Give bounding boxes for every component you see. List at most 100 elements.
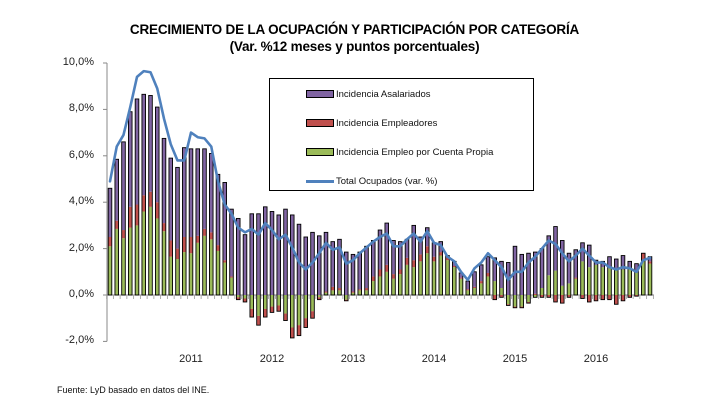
bar-outline: [506, 262, 511, 306]
bar-segment-cuenta-propia: [256, 295, 261, 316]
bar-outline: [519, 253, 525, 309]
bar-segment-asalariados: [236, 218, 241, 295]
bar-outline: [249, 213, 254, 318]
bar-segment-cuenta-propia: [519, 295, 524, 307]
bar-segment-cuenta-propia: [344, 295, 349, 300]
bar-segment-cuenta-propia: [324, 292, 328, 295]
bar-segment-cuenta-propia: [330, 290, 335, 295]
bar-outline: [337, 238, 342, 296]
bar-outline: [593, 259, 599, 302]
bar-segment-cuenta-propia: [506, 295, 511, 305]
bar-outline: [350, 253, 356, 296]
bar-segment-cuenta-propia: [135, 225, 139, 295]
bar-segment-asalariados: [256, 213, 261, 295]
bar-segment-empleadores: [600, 295, 605, 300]
bar-segment-empleadores: [263, 308, 268, 318]
bar-outline: [573, 249, 579, 296]
bar-segment-cuenta-propia: [587, 267, 592, 295]
source-note: Fuente: LyD basado en datos del INE.: [57, 385, 210, 395]
y-tick-label: 4,0%: [68, 195, 94, 208]
bar-segment-cuenta-propia: [270, 295, 274, 307]
bar-segment-asalariados: [182, 147, 187, 237]
bar-segment-empleadores: [283, 313, 288, 321]
bar-segment-empleadores: [175, 248, 180, 260]
bar-segment-empleadores: [506, 304, 511, 306]
bar-outline: [411, 224, 417, 296]
bar-outline: [620, 255, 626, 302]
bar-segment-asalariados: [418, 237, 423, 255]
bar-outline: [418, 236, 423, 296]
bar-outline: [492, 257, 498, 301]
bar-segment-empleadores: [634, 295, 639, 297]
bar-segment-asalariados: [621, 255, 625, 270]
bar-outline: [276, 214, 282, 312]
bar-segment-empleadores: [438, 252, 443, 256]
bar-segment-empleadores: [641, 253, 646, 261]
bar-outline: [479, 264, 484, 296]
bar-segment-asalariados: [148, 95, 153, 192]
bar-outline: [499, 260, 504, 298]
bar-segment-cuenta-propia: [486, 276, 490, 295]
bar-segment-empleadores: [249, 308, 254, 318]
bar-segment-cuenta-propia: [648, 263, 652, 295]
bar-segment-asalariados: [337, 239, 342, 289]
bar-outline: [195, 148, 200, 296]
bar-segment-asalariados: [398, 241, 403, 270]
chart-title: CRECIMIENTO DE LA OCUPACIÓN Y PARTICIPAC…: [129, 22, 580, 37]
bar-segment-empleadores: [398, 269, 403, 275]
bar-segment-asalariados: [384, 223, 389, 265]
y-tick-label: 8,0%: [68, 102, 94, 115]
bar-outline: [438, 241, 444, 296]
bar-outline: [317, 235, 322, 301]
bar-segment-empleadores: [121, 230, 126, 239]
bar-segment-cuenta-propia: [303, 295, 308, 319]
bar-segment-asalariados: [546, 235, 551, 276]
bar-segment-empleadores: [621, 295, 625, 301]
bar-segment-asalariados: [121, 141, 126, 231]
bar-outline: [242, 234, 248, 303]
bar-segment-cuenta-propia: [438, 255, 443, 295]
bar-segment-empleadores: [499, 295, 504, 298]
bar-outline: [114, 158, 119, 296]
bar-segment-asalariados: [263, 206, 268, 295]
bar-segment-asalariados: [378, 230, 382, 270]
bar-outline: [290, 214, 295, 339]
bar-segment-asalariados: [330, 241, 335, 287]
bar-segment-cuenta-propia: [594, 264, 598, 295]
bar-outline: [134, 98, 140, 296]
bar-segment-cuenta-propia: [600, 267, 605, 295]
bar-segment-empleadores: [243, 298, 247, 302]
legend-line-total: [306, 179, 334, 183]
bar-segment-cuenta-propia: [141, 211, 146, 295]
bar-segment-empleadores: [337, 288, 342, 291]
bar-segment-cuenta-propia: [222, 262, 227, 295]
bar-segment-asalariados: [195, 148, 200, 236]
bar-segment-empleadores: [587, 295, 592, 302]
bar-outline: [641, 252, 646, 296]
bar-segment-cuenta-propia: [290, 295, 295, 328]
bar-segment-cuenta-propia: [627, 267, 632, 295]
bar-segment-cuenta-propia: [209, 239, 214, 295]
bar-outline: [566, 252, 572, 298]
y-tick-label: -2,0%: [65, 334, 94, 347]
bar-segment-empleadores: [168, 240, 173, 257]
legend-item-cuenta-propia: Incidencia Empleo por Cuenta Propia: [306, 145, 493, 159]
bar-segment-empleadores: [310, 311, 315, 319]
bar-segment-empleadores: [627, 295, 632, 298]
chart-subtitle: (Var. %12 meses y puntos porcentuales): [229, 39, 480, 54]
x-tick-label: 2015: [502, 353, 528, 365]
legend-swatch-asalariados: [306, 90, 334, 98]
bar-segment-empleadores: [303, 318, 308, 328]
bar-segment-cuenta-propia: [364, 290, 369, 295]
x-tick-label: 2012: [259, 353, 285, 365]
bar-segment-cuenta-propia: [128, 227, 133, 295]
bar-segment-asalariados: [567, 253, 571, 284]
bar-outline: [269, 211, 275, 313]
bar-segment-empleadores: [594, 295, 598, 301]
y-tick-label: 6,0%: [68, 148, 94, 161]
bar-segment-cuenta-propia: [297, 295, 301, 326]
bar-segment-empleadores: [472, 286, 477, 289]
bar-segment-empleadores: [330, 286, 335, 291]
bar-segment-asalariados: [128, 111, 133, 207]
bar-segment-empleadores: [560, 295, 565, 304]
